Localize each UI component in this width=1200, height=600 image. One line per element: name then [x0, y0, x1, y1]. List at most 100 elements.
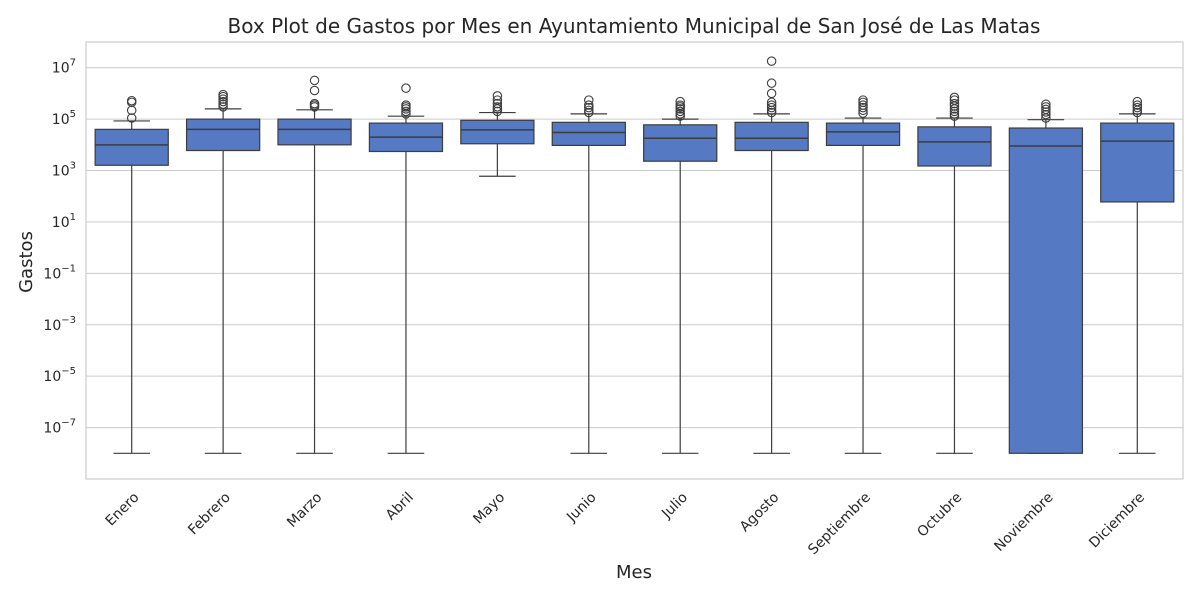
y-tick-label: 107 — [52, 58, 76, 77]
y-tick-label: 10−7 — [43, 418, 76, 437]
plot-frame — [85, 41, 1184, 480]
iqr-box — [1100, 122, 1175, 203]
outlier-point — [218, 94, 228, 104]
y-tick-label: 10−1 — [43, 263, 76, 282]
outlier-point — [949, 95, 960, 105]
y-axis-label: Gastos — [16, 231, 37, 293]
box-junio — [551, 95, 626, 454]
x-tick-label: Abril — [383, 490, 417, 524]
outlier-point — [1041, 107, 1051, 117]
outlier-point — [675, 100, 685, 110]
outlier-point — [858, 102, 868, 113]
iqr-box — [1008, 127, 1084, 454]
outlier-point — [126, 95, 137, 106]
iqr-box — [277, 118, 352, 146]
box-julio — [643, 96, 718, 454]
outlier-point — [766, 56, 777, 66]
outlier-point — [492, 102, 503, 112]
outlier-point — [584, 100, 594, 110]
outlier-point — [766, 100, 777, 110]
iqr-box — [643, 124, 718, 162]
outlier-point — [858, 97, 868, 108]
x-tick-label: Marzo — [284, 490, 325, 531]
outlier-point — [218, 99, 228, 109]
outlier-point — [492, 106, 503, 117]
outlier-point — [309, 75, 320, 86]
iqr-box — [734, 121, 809, 152]
outlier-point — [1041, 99, 1051, 109]
outlier-point — [584, 102, 594, 113]
x-tick-label: Julio — [658, 490, 691, 523]
outlier-point — [1132, 100, 1143, 110]
x-axis-label: Mes — [616, 562, 652, 583]
outlier-point — [766, 102, 777, 113]
x-tick-label: Mayo — [470, 490, 508, 528]
outlier-point — [949, 111, 960, 121]
y-tick-label: 105 — [52, 109, 76, 128]
iqr-box — [94, 128, 169, 166]
x-tick-label: Enero — [103, 490, 143, 530]
box-septiembre — [825, 95, 901, 454]
outlier-point — [309, 85, 320, 96]
iqr-box — [551, 121, 626, 146]
outlier-point — [401, 100, 411, 110]
box-febrero — [185, 89, 261, 454]
outlier-point — [1132, 102, 1143, 113]
boxes-layer — [94, 56, 1175, 454]
box-agosto — [734, 56, 809, 454]
outlier-point — [401, 83, 411, 93]
outlier-point — [584, 105, 594, 116]
box-noviembre — [1008, 99, 1084, 454]
y-tick-labels: 10−7 10−5 10−3 10−1 101 103 105 107 — [43, 58, 76, 437]
x-tick-labels: Enero Febrero Marzo Abril Mayo Junio Julio Agos… — [103, 490, 1148, 559]
outlier-point — [218, 102, 228, 112]
outlier-point — [675, 106, 685, 117]
outlier-point — [218, 89, 228, 100]
x-tick-label: Diciembre — [1086, 490, 1148, 552]
outlier-point — [126, 113, 137, 123]
box-abril — [368, 83, 444, 454]
outlier-point — [1041, 102, 1051, 112]
outlier-point — [584, 95, 594, 105]
outlier-point — [949, 98, 960, 109]
y-tick-label: 101 — [52, 212, 76, 231]
outlier-point — [1132, 107, 1143, 118]
outlier-point — [766, 107, 777, 118]
outlier-point — [401, 106, 411, 117]
box-enero — [94, 95, 169, 454]
outlier-point — [949, 109, 960, 119]
y-tick-label: 10−3 — [43, 315, 76, 334]
outlier-point — [1132, 96, 1143, 107]
outlier-point — [584, 107, 594, 118]
outlier-point — [218, 96, 228, 107]
chart-title: Box Plot de Gastos por Mes en Ayuntamien… — [228, 14, 1041, 38]
outlier-point — [675, 96, 685, 107]
outlier-point — [675, 111, 685, 121]
outlier-point — [858, 100, 868, 110]
outlier-point — [492, 95, 503, 105]
box-mayo — [460, 91, 535, 177]
box-octubre — [917, 92, 992, 454]
iqr-box — [917, 126, 992, 167]
y-tick-label: 103 — [52, 161, 76, 180]
outlier-point — [492, 98, 503, 109]
outlier-point — [766, 88, 777, 99]
outlier-point — [766, 78, 777, 88]
box-marzo — [277, 75, 352, 454]
x-tick-label: Agosto — [737, 490, 783, 536]
grid-lines — [86, 67, 1183, 429]
outlier-point — [309, 98, 320, 109]
x-tick-label: Noviembre — [991, 490, 1056, 555]
outlier-point — [858, 95, 868, 105]
iqr-box — [185, 118, 261, 152]
y-tick-label: 10−5 — [43, 366, 76, 385]
outlier-point — [492, 91, 503, 101]
x-tick-label: Septiembre — [805, 490, 874, 559]
box-diciembre — [1100, 96, 1175, 454]
iqr-box — [825, 122, 901, 146]
x-tick-label: Febrero — [185, 490, 234, 539]
x-tick-label: Octubre — [914, 490, 965, 541]
x-tick-label: Junio — [563, 490, 599, 526]
iqr-box — [460, 119, 535, 145]
